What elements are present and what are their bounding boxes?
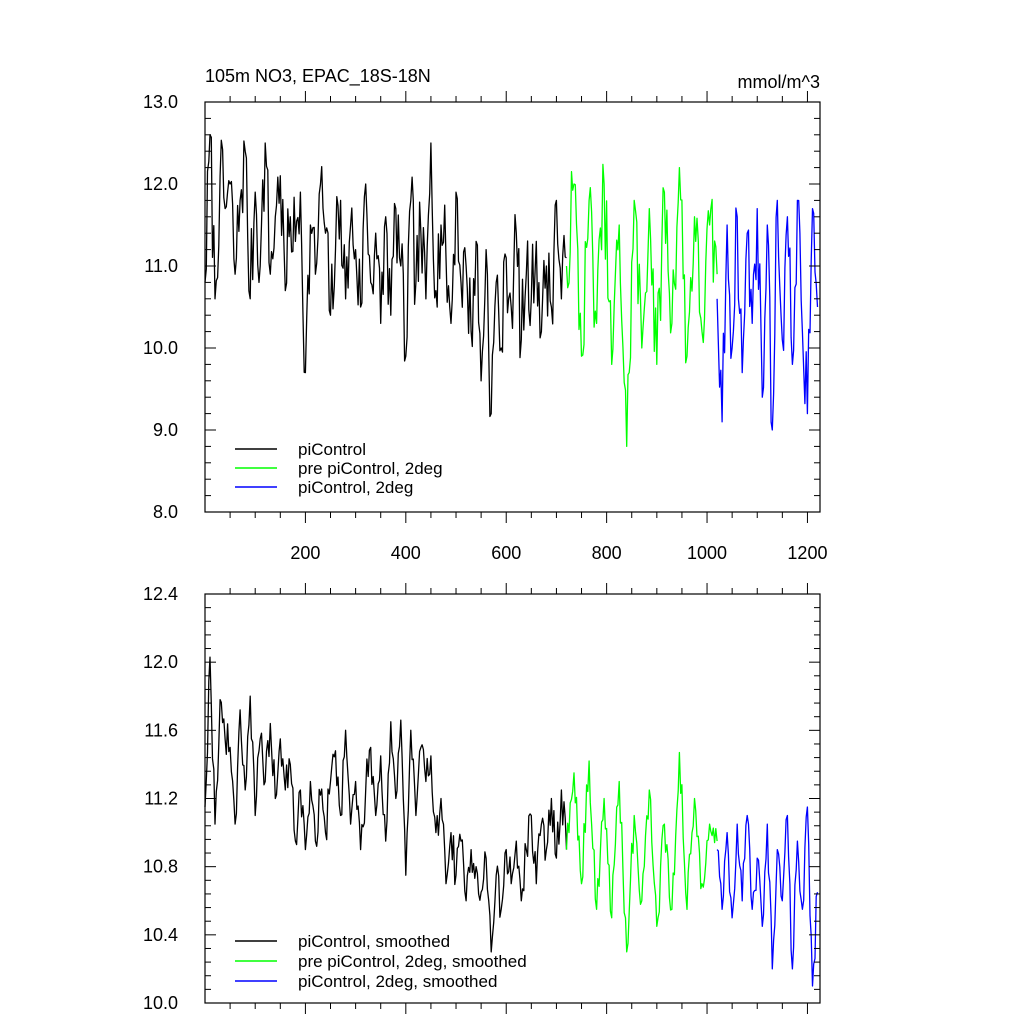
series-line-0 <box>204 134 567 418</box>
top-panel: 8.0 9.0 10.0 11.0 12.0 13.0 200 400 600 800 1000 12… <box>143 66 828 563</box>
y-tick-label: 10.0 <box>143 993 178 1013</box>
y-tick-label: 10.4 <box>143 925 178 945</box>
y-tick-label: 10.0 <box>143 338 178 358</box>
y-tick-label: 11.6 <box>144 720 178 740</box>
bottom-panel: 10.0 10.4 10.8 11.2 11.6 12.0 12.4 piControl, s… <box>143 583 821 1014</box>
legend-entry: pre piControl, 2deg, smoothed <box>298 952 527 971</box>
x-tick-label: 600 <box>491 543 521 563</box>
x-tick-label: 400 <box>391 543 421 563</box>
plot-frame <box>204 101 821 513</box>
series-line-2 <box>716 806 819 987</box>
legend-entry: pre piControl, 2deg <box>298 459 443 478</box>
y-tick-label: 11.2 <box>144 789 178 809</box>
y-tick-label: 13.0 <box>143 92 178 112</box>
legend-entry: piControl <box>298 440 366 459</box>
legend-entry: piControl, 2deg, smoothed <box>298 972 497 991</box>
legend-entry: piControl, smoothed <box>298 932 450 951</box>
units-label: mmol/m^3 <box>738 72 820 92</box>
y-tick-label: 11.0 <box>144 256 178 276</box>
y-tick-label: 8.0 <box>153 502 178 522</box>
y-tick-label: 10.8 <box>143 857 178 877</box>
x-tick-label: 800 <box>592 543 622 563</box>
y-tick-label: 12.4 <box>143 584 178 604</box>
series-line-2 <box>716 199 819 431</box>
legend-entry: piControl, 2deg <box>298 478 413 497</box>
x-tick-label: 1200 <box>787 543 827 563</box>
series-line-0 <box>204 656 568 953</box>
series-line-1 <box>565 163 718 448</box>
y-tick-label: 12.0 <box>143 174 178 194</box>
x-tick-label: 1000 <box>687 543 727 563</box>
y-tick-label: 9.0 <box>153 420 178 440</box>
series-line-1 <box>565 751 718 953</box>
x-tick-label: 200 <box>290 543 320 563</box>
y-tick-label: 12.0 <box>143 652 178 672</box>
chart-title: 105m NO3, EPAC_18S-18N <box>205 66 431 87</box>
